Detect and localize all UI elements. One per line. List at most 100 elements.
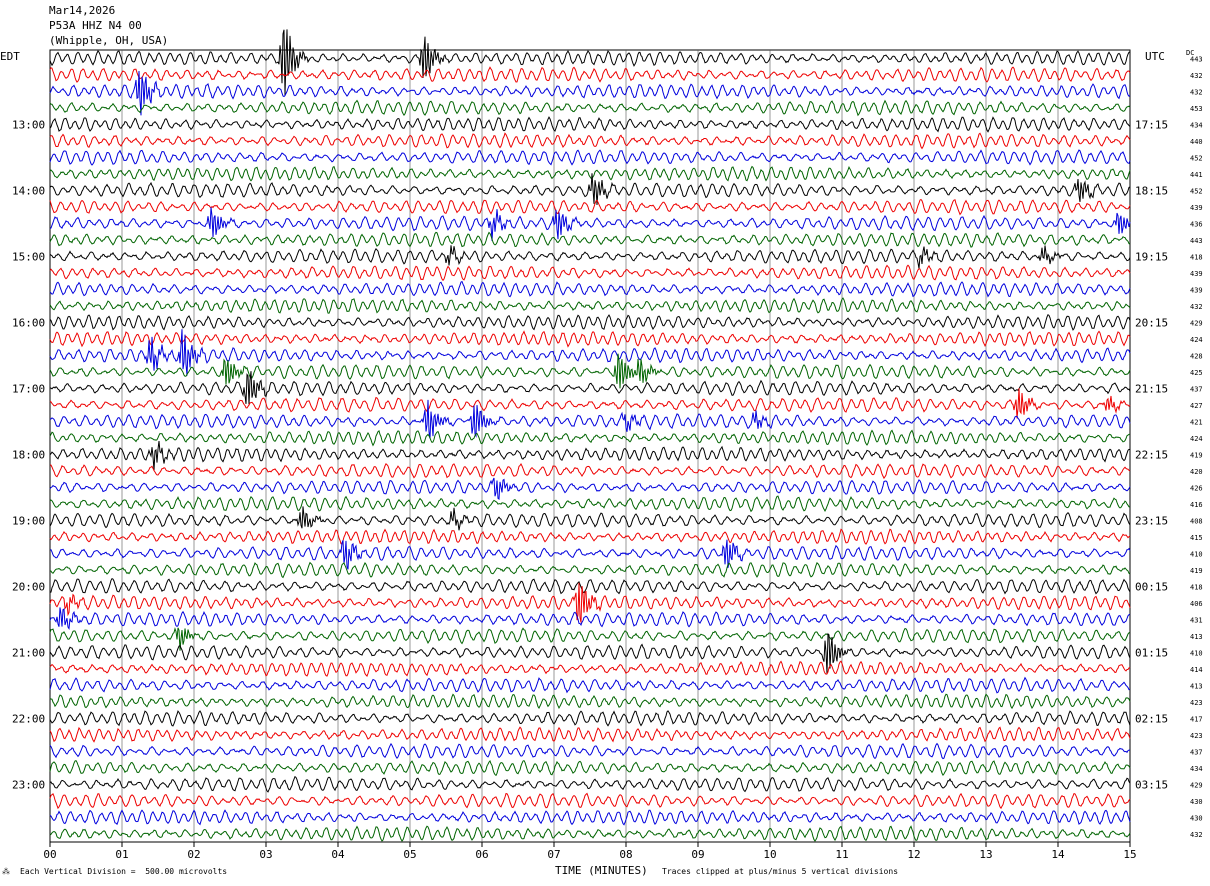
dc-offset-label: 408 <box>1190 517 1203 525</box>
dc-offset-label: 414 <box>1190 666 1203 674</box>
seismic-trace <box>49 330 1131 348</box>
plot-frame <box>49 49 1131 843</box>
utc-hour-label: 19:15 <box>1135 250 1168 263</box>
x-tick-label: 03 <box>259 848 272 861</box>
dc-offset-label: 439 <box>1190 204 1203 212</box>
dc-column-label: DC <box>1186 49 1195 57</box>
seismic-trace <box>49 429 1131 447</box>
dc-offset-label: 426 <box>1190 484 1203 492</box>
seismic-trace <box>49 676 1131 694</box>
edt-hour-label: 19:00 <box>12 514 45 527</box>
seismic-trace <box>49 165 1131 182</box>
x-tick-label: 14 <box>1051 848 1065 861</box>
edt-hour-label: 14:00 <box>12 184 45 197</box>
station-location: (Whipple, OH, USA) <box>49 34 169 47</box>
x-tick-label: 02 <box>187 848 200 861</box>
dc-offset-label: 427 <box>1190 402 1203 410</box>
seismic-trace <box>49 477 1131 501</box>
x-tick-label: 01 <box>115 848 128 861</box>
seismic-trace <box>49 29 1131 96</box>
seismic-trace <box>49 577 1131 595</box>
utc-hour-label: 18:15 <box>1135 184 1168 197</box>
seismic-trace <box>49 313 1131 331</box>
seismic-trace <box>49 742 1131 760</box>
seismic-trace <box>49 792 1131 810</box>
dc-offset-label: 430 <box>1190 814 1203 822</box>
dc-offset-label: 453 <box>1190 105 1203 113</box>
dc-offset-label: 443 <box>1190 55 1203 63</box>
dc-offset-label: 432 <box>1190 303 1203 311</box>
x-tick-label: 07 <box>547 848 560 861</box>
seismic-trace <box>49 99 1131 117</box>
seismic-trace <box>49 66 1131 83</box>
edt-hour-label: 21:00 <box>12 646 45 659</box>
utc-hour-label: 02:15 <box>1135 712 1168 725</box>
seismic-trace <box>49 693 1131 710</box>
seismic-trace <box>49 627 1131 651</box>
seismic-trace <box>49 353 1131 389</box>
station-code: P53A HHZ N4 00 <box>49 19 142 32</box>
utc-hour-label: 00:15 <box>1135 580 1168 593</box>
edt-hour-label: 18:00 <box>12 448 45 461</box>
x-axis-title: TIME (MINUTES) <box>555 864 648 877</box>
dc-offset-label: 413 <box>1190 633 1203 641</box>
seismic-trace <box>49 198 1131 216</box>
dc-offset-label: 424 <box>1190 435 1203 443</box>
utc-hour-label: 01:15 <box>1135 646 1168 659</box>
dc-offset-label: 424 <box>1190 336 1203 344</box>
dc-offset-label: 423 <box>1190 732 1203 740</box>
dc-offset-label: 418 <box>1190 583 1203 591</box>
dc-offset-label: 415 <box>1190 534 1203 542</box>
seismic-trace <box>49 297 1131 314</box>
seismic-trace <box>49 231 1131 248</box>
x-tick-label: 11 <box>835 848 848 861</box>
seismic-trace <box>49 775 1131 793</box>
edt-hour-label: 22:00 <box>12 712 45 725</box>
dc-offset-label: 432 <box>1190 831 1203 839</box>
seismic-trace <box>49 759 1131 777</box>
dc-offset-label: 430 <box>1190 798 1203 806</box>
x-tick-label: 08 <box>619 848 632 861</box>
dc-offset-label: 429 <box>1190 319 1203 327</box>
utc-hour-label: 22:15 <box>1135 448 1168 461</box>
dc-offset-label: 410 <box>1190 550 1203 558</box>
seismic-trace <box>49 528 1131 545</box>
seismic-trace <box>49 495 1131 513</box>
plot-date: Mar14,2026 <box>49 4 116 17</box>
dc-offset-label: 439 <box>1190 270 1203 278</box>
dc-offset-label: 425 <box>1190 369 1203 377</box>
dc-offset-label: 413 <box>1190 682 1203 690</box>
seismic-trace <box>49 607 1131 631</box>
utc-hour-label: 17:15 <box>1135 118 1168 131</box>
seismic-trace <box>49 264 1131 282</box>
seismic-trace <box>49 462 1131 480</box>
scale-icon: ⁂ <box>2 867 10 876</box>
utc-hour-label: 23:15 <box>1135 514 1168 527</box>
seismic-trace <box>49 173 1131 206</box>
utc-hour-label: 20:15 <box>1135 316 1168 329</box>
seismic-trace <box>49 245 1131 269</box>
edt-hour-label: 17:00 <box>12 382 45 395</box>
left-timezone-label: EDT <box>0 50 20 63</box>
dc-offset-label: 417 <box>1190 715 1203 723</box>
seismic-trace <box>49 809 1131 826</box>
dc-offset-label: 441 <box>1190 171 1203 179</box>
right-timezone-label: UTC <box>1145 50 1165 63</box>
x-tick-label: 05 <box>403 848 416 861</box>
seismic-trace <box>49 70 1131 116</box>
dc-offset-label: 419 <box>1190 451 1203 459</box>
dc-offset-label: 437 <box>1190 748 1203 756</box>
dc-offset-label: 418 <box>1190 253 1203 261</box>
edt-hour-label: 13:00 <box>12 118 45 131</box>
seismic-trace <box>49 539 1131 570</box>
utc-hour-label: 21:15 <box>1135 382 1168 395</box>
dc-offset-label: 406 <box>1190 600 1203 608</box>
edt-hour-label: 16:00 <box>12 316 45 329</box>
dc-offset-label: 434 <box>1190 121 1203 129</box>
edt-hour-label: 15:00 <box>12 250 45 263</box>
x-tick-label: 09 <box>691 848 704 861</box>
seismic-trace <box>49 506 1131 531</box>
dc-offset-label: 419 <box>1190 567 1203 575</box>
seismic-trace <box>49 116 1131 133</box>
